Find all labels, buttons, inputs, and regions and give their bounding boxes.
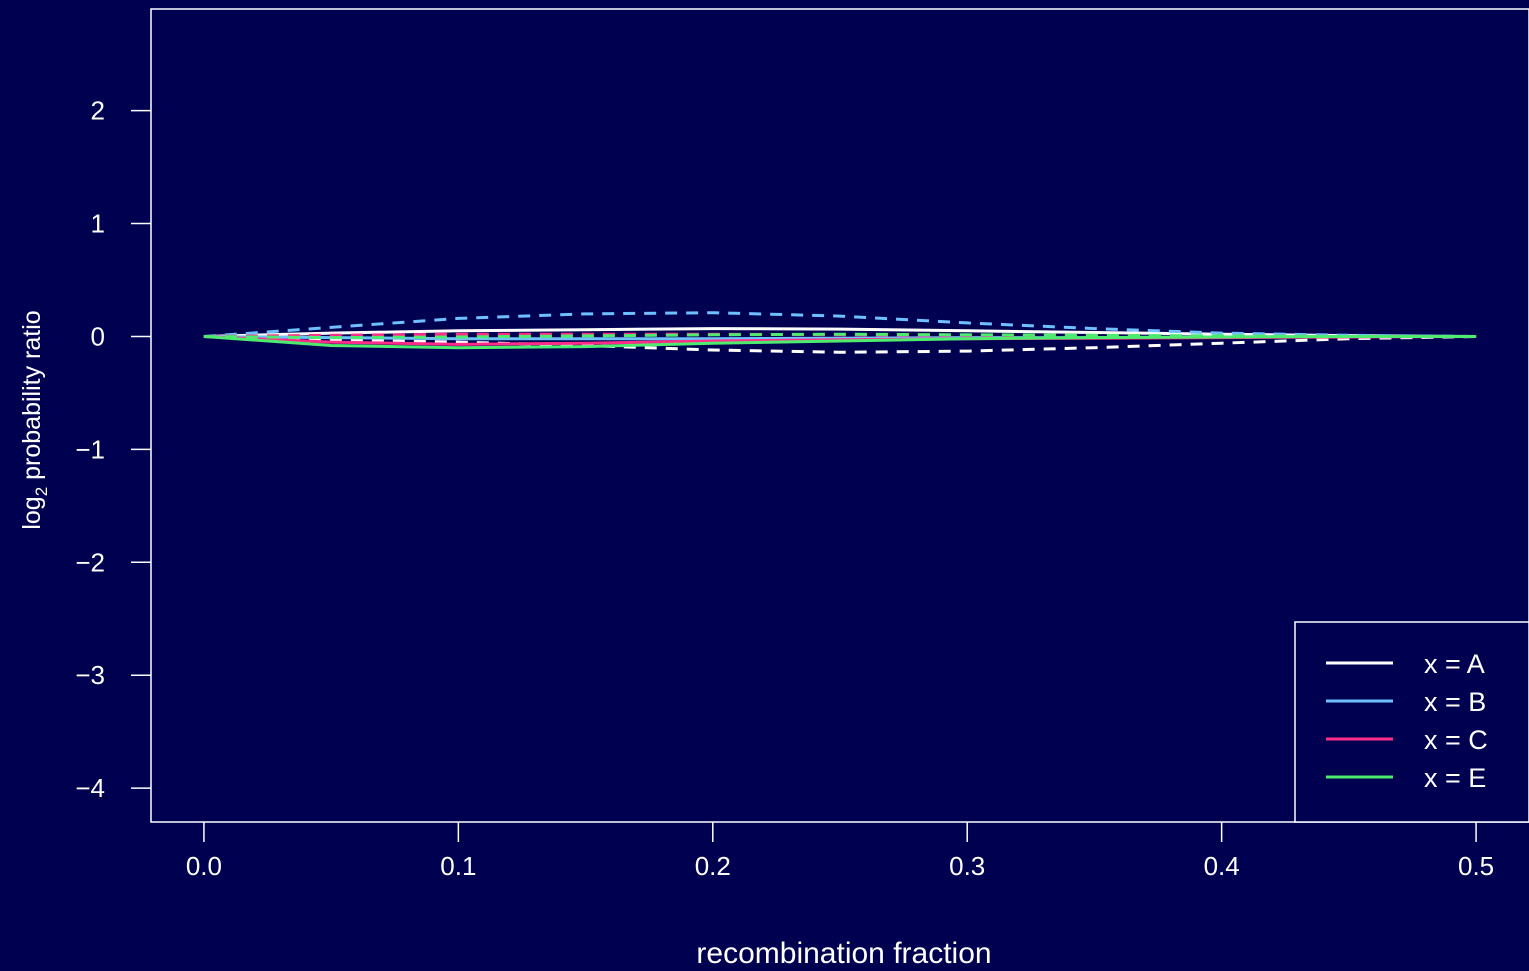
- legend-label: x = C: [1424, 725, 1488, 755]
- y-tick-label: 2: [91, 96, 105, 126]
- y-tick-label: −1: [75, 434, 105, 464]
- legend-entries: x = A x = B x = C x = E: [1326, 649, 1488, 793]
- series-line-3: [203, 311, 1477, 338]
- legend-label: x = E: [1424, 763, 1486, 793]
- x-axis-label: recombination fraction: [696, 937, 991, 970]
- x-tick-label: 0.2: [695, 851, 731, 881]
- x-tick-label: 0.3: [949, 851, 985, 881]
- y-axis-label-subscript: 2: [32, 487, 51, 496]
- plot-frame: [150, 8, 1529, 823]
- series-line-2: [203, 335, 1477, 354]
- y-axis-label: log2 probability ratio: [18, 310, 51, 529]
- x-tick-label: 0.5: [1458, 851, 1494, 881]
- series-line-8: [203, 332, 1477, 340]
- legend-box: [1294, 621, 1529, 823]
- x-axis: 0.0 0.1 0.2 0.3 0.4 0.5: [186, 822, 1494, 881]
- series-layer: [203, 311, 1477, 354]
- y-axis-label-rest: probability ratio: [18, 310, 46, 486]
- x-tick-label: 0.0: [186, 851, 222, 881]
- legend-label: x = A: [1424, 649, 1485, 679]
- y-tick-label: −4: [75, 773, 105, 803]
- legend: x = A x = B x = C x = E: [1294, 621, 1529, 823]
- y-tick-label: 0: [91, 321, 105, 351]
- x-tick-label: 0.4: [1204, 851, 1240, 881]
- y-tick-label: 1: [91, 209, 105, 239]
- y-axis: −4 −3 −2 −1 0 1 2: [75, 96, 151, 803]
- legend-label: x = B: [1424, 687, 1486, 717]
- y-tick-label: −3: [75, 660, 105, 690]
- x-tick-label: 0.1: [440, 851, 476, 881]
- y-tick-label: −2: [75, 547, 105, 577]
- y-axis-label-main: log: [18, 496, 46, 529]
